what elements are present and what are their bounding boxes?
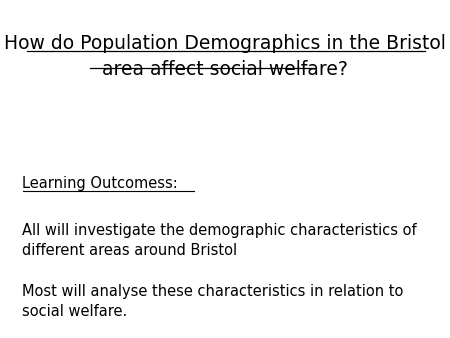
Text: All will investigate the demographic characteristics of
different areas around B: All will investigate the demographic cha… (22, 223, 417, 258)
Text: How do Population Demographics in the Bristol
area affect social welfare?: How do Population Demographics in the Br… (4, 34, 446, 78)
Text: Most will analyse these characteristics in relation to
social welfare.: Most will analyse these characteristics … (22, 284, 404, 319)
Text: Learning Outcomess:: Learning Outcomess: (22, 176, 178, 191)
